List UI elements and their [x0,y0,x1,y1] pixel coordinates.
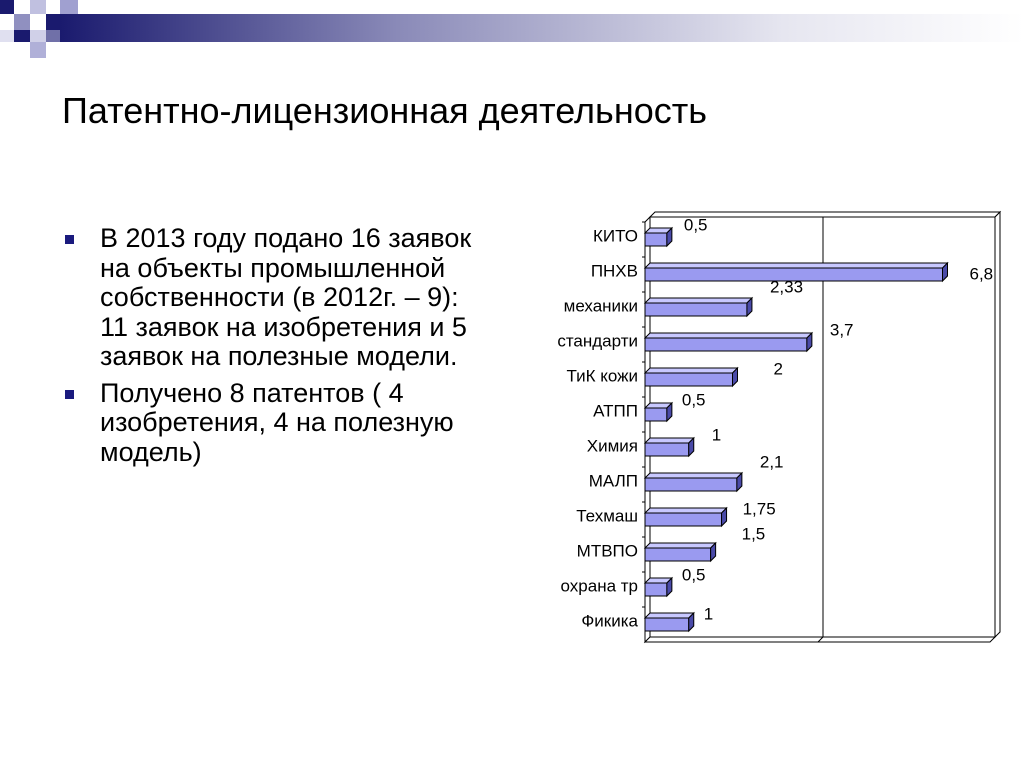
bar [644,407,668,422]
bar [644,337,808,352]
bar-top [643,367,739,374]
bar-top [643,332,814,339]
value-label: 0,5 [682,391,706,410]
page-title: Патентно-лицензионная деятельность [62,90,707,131]
category-label: механики [564,297,638,316]
bar-side [710,541,717,563]
bullet-list: В 2013 году подано 16 заявок на объекты … [62,223,482,474]
bar [644,582,668,597]
bar-side [942,261,948,283]
category-label: Техмаш [576,507,638,526]
bullet-text: Получено 8 патентов ( 4 изобретения, 4 н… [100,377,454,467]
bar-side [746,296,753,318]
bar-top [643,507,728,514]
bar [644,302,748,317]
category-label: МАЛП [589,472,638,491]
bar-top [643,297,754,304]
bar-top [643,262,949,269]
value-label: 1 [712,426,721,445]
value-label: 0,5 [684,216,708,235]
header-gradient-bar [0,0,1024,62]
bar [644,372,733,387]
bar [644,617,690,632]
bar-side [666,226,673,248]
bar-top [643,472,744,479]
bar-top [643,542,717,549]
bar [644,232,668,247]
gridline [817,636,824,643]
category-label: охрана тр [561,577,638,596]
square-bullet-icon [65,389,74,399]
bar [644,512,723,527]
category-label: КИТО [593,227,638,246]
header-decoration [0,0,1024,58]
value-label: 0,5 [682,566,706,585]
square-bullet-icon [65,235,74,244]
bar-side [806,331,813,353]
bar-side [688,611,695,633]
bar-top [643,437,695,444]
value-label: 2,33 [770,278,803,297]
category-label: МТВПО [577,542,638,561]
value-label: 2,1 [760,453,784,472]
bar [644,442,690,457]
bar-side [688,436,695,458]
bar-chart: КИТО 0,5 ПНХВ 6,8 механики 2,33 стандарти 3,7 Ти… [500,205,1010,660]
bar-side [666,401,673,423]
bullet-text: В 2013 году подано 16 заявок на объекты … [100,223,472,371]
bar-side [736,471,743,493]
value-label: 3,7 [830,321,854,340]
category-label: Фикика [581,612,638,631]
value-label: 1,75 [743,500,776,519]
category-label: ПНХВ [591,262,638,281]
bar-side [721,506,728,528]
plot-right-edge [994,210,1001,639]
value-label: 2 [774,360,783,379]
value-label: 6,8 [970,265,994,284]
value-label: 1,5 [742,525,766,544]
category-label: ТиК кожи [566,367,638,386]
category-label: стандарти [557,332,638,351]
category-label: АТПП [593,402,638,421]
bar-side [666,576,673,598]
bullet-item: Получено 8 патентов ( 4 изобретения, 4 н… [62,377,482,468]
bullet-item: В 2013 году подано 16 заявок на объекты … [62,223,482,372]
bar [644,477,738,492]
category-label: Химия [587,437,638,456]
bar-side [732,366,738,388]
bar-chart-svg: КИТО 0,5 ПНХВ 6,8 механики 2,33 стандарти 3,7 Ти… [557,210,1002,644]
bar [644,547,712,562]
bar-top [643,612,695,619]
value-label: 1 [704,605,713,624]
